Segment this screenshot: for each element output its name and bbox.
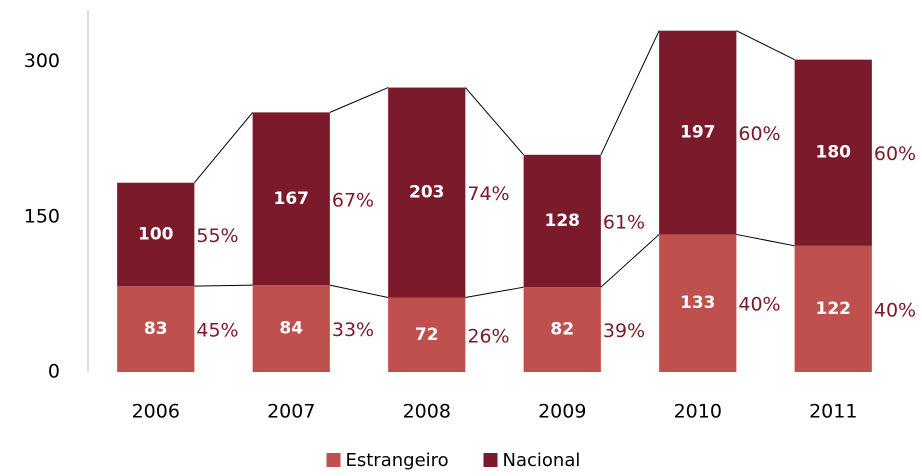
bar-segment (794, 245, 872, 372)
series-line (736, 30, 795, 61)
bar-segment (659, 234, 737, 372)
y-tick-label: 0 (48, 361, 60, 383)
share-label: 60% (874, 143, 916, 165)
bar-label: 128 (545, 211, 581, 231)
share-label: 74% (467, 183, 509, 205)
legend-label: Estrangeiro (346, 450, 449, 471)
bar-label: 82 (550, 320, 574, 340)
bar-segment (523, 287, 601, 372)
bar-segment (252, 112, 330, 286)
series-line (600, 30, 660, 156)
x-tick-label: 2008 (403, 401, 451, 423)
bar-segment (388, 87, 466, 298)
legend-swatch (326, 453, 341, 467)
series-line (465, 286, 524, 299)
share-label: 40% (874, 299, 916, 321)
bar-label: 100 (138, 224, 174, 244)
bar-label: 72 (415, 325, 439, 345)
bar-segment (117, 182, 195, 287)
share-label: 60% (738, 123, 780, 145)
share-label: 40% (738, 294, 780, 316)
legend-swatch (483, 453, 498, 467)
y-tick-label: 300 (24, 50, 60, 72)
share-label: 39% (603, 320, 645, 342)
share-label: 67% (332, 189, 374, 211)
bar-segment (794, 59, 872, 246)
bar-label: 83 (144, 319, 168, 339)
bar-segment (523, 154, 601, 288)
share-label: 61% (603, 211, 645, 233)
bar-segment (252, 285, 330, 372)
x-tick-label: 2009 (538, 401, 586, 423)
x-tick-label: 2010 (674, 401, 722, 423)
bar-label: 180 (816, 143, 852, 163)
share-label: 26% (467, 325, 509, 347)
share-label: 45% (196, 320, 238, 342)
y-tick-label: 150 (24, 205, 60, 227)
bar-label: 84 (279, 319, 303, 339)
bar-label: 197 (680, 123, 716, 143)
bar-segment (388, 297, 466, 372)
series-line (329, 284, 389, 299)
legend-label: Nacional (503, 450, 581, 471)
bar-label: 122 (816, 299, 852, 319)
bar-segment (117, 286, 195, 372)
bar-label: 203 (409, 183, 445, 203)
bar-label: 167 (274, 189, 310, 209)
bar-segment (659, 30, 737, 235)
x-tick-label: 2007 (267, 401, 315, 423)
x-tick-label: 2006 (132, 401, 180, 423)
series-line (194, 284, 253, 287)
series-line (464, 87, 525, 156)
series-line (329, 87, 389, 113)
series-line (600, 234, 660, 288)
series-line (736, 233, 795, 247)
bar-label: 133 (680, 293, 716, 313)
series-line (193, 112, 254, 184)
share-label: 55% (196, 225, 238, 247)
x-tick-label: 2011 (809, 401, 857, 423)
share-label: 33% (332, 319, 374, 341)
